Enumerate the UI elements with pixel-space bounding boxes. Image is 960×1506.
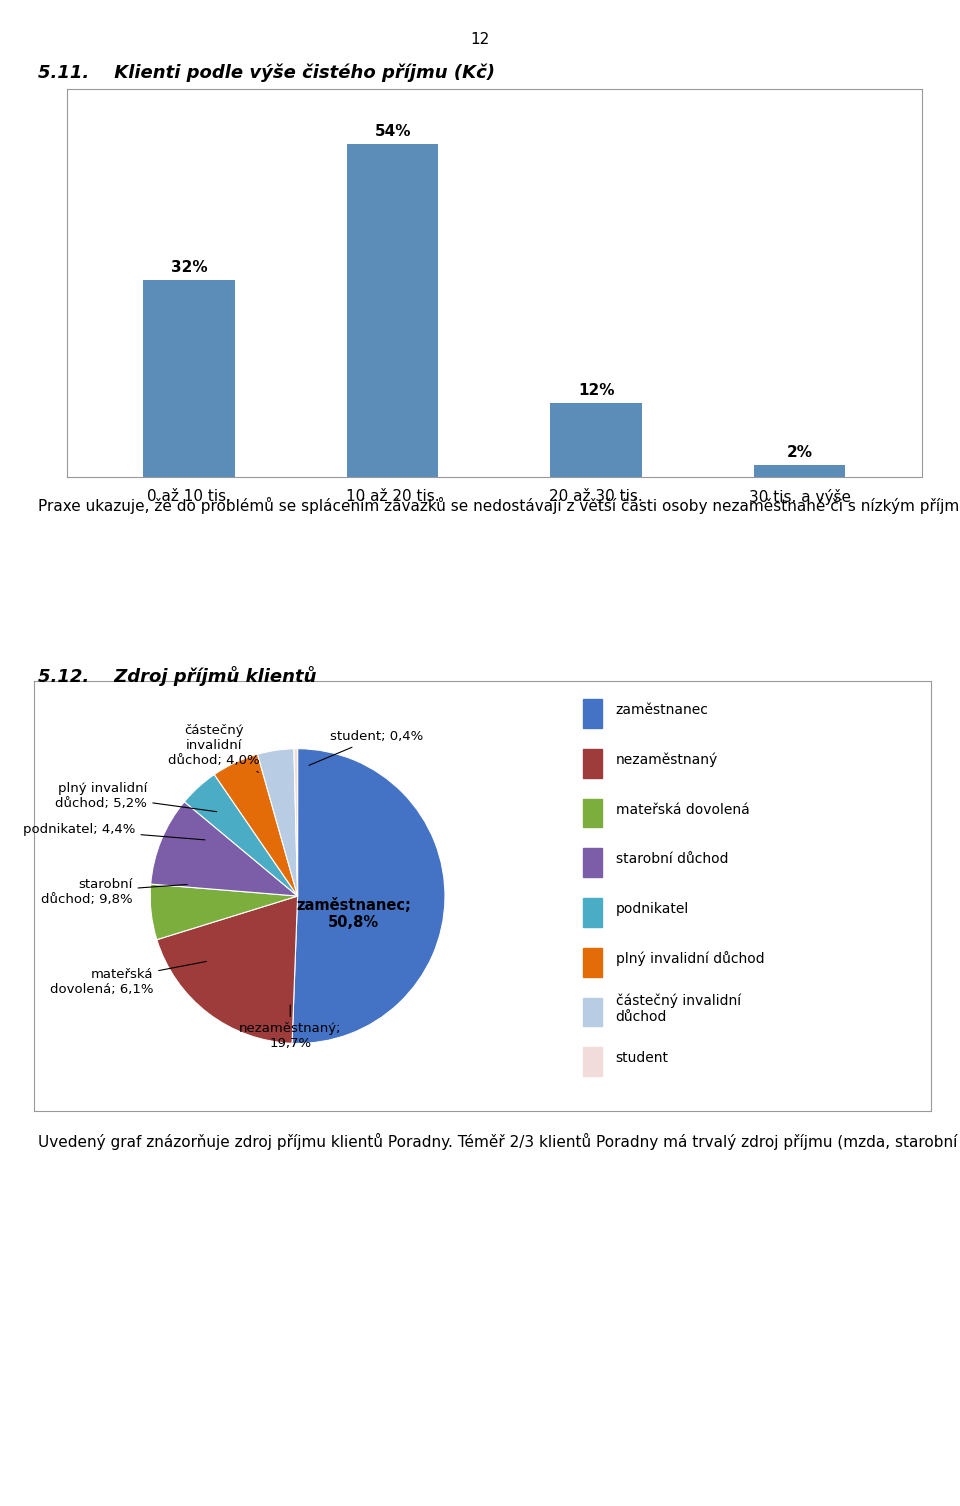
Text: starobní důchod: starobní důchod (615, 852, 729, 866)
Bar (583, 947, 602, 976)
Text: 32%: 32% (171, 261, 207, 276)
Wedge shape (257, 748, 298, 896)
Text: Uvedený graf znázorňuje zdroj příjmu klientů Poradny. Téměř 2/3 klientů Poradny : Uvedený graf znázorňuje zdroj příjmu kli… (38, 1133, 960, 1149)
Text: 5.11.    Klienti podle výše čistého příjmu (Kč): 5.11. Klienti podle výše čistého příjmu … (38, 63, 495, 81)
Text: nezaměstnaný: nezaměstnaný (615, 753, 718, 767)
Wedge shape (184, 774, 298, 896)
Text: 12: 12 (470, 32, 490, 47)
Text: podnikatel; 4,4%: podnikatel; 4,4% (23, 824, 204, 840)
Text: Praxe ukazuje, že do problémů se splácením závazků se nedostávají z větší části : Praxe ukazuje, že do problémů se splácen… (38, 497, 960, 514)
Bar (583, 997, 602, 1026)
Wedge shape (150, 884, 298, 940)
Text: nezaměstnaný;
19,7%: nezaměstnaný; 19,7% (239, 1005, 342, 1050)
Bar (143, 280, 235, 477)
Text: zaměstnanec: zaměstnanec (615, 703, 708, 717)
Text: mateřská
dovolená; 6,1%: mateřská dovolená; 6,1% (50, 961, 206, 995)
Text: mateřská dovolená: mateřská dovolená (615, 803, 750, 816)
Bar (754, 465, 846, 477)
Text: částečný invalidní
důchod: částečný invalidní důchod (615, 994, 741, 1024)
Text: 54%: 54% (374, 125, 411, 140)
Bar (550, 404, 642, 477)
Bar (583, 1047, 602, 1077)
Text: 12%: 12% (578, 384, 614, 399)
Bar (583, 898, 602, 926)
Bar (583, 699, 602, 727)
Bar (347, 145, 439, 477)
Wedge shape (292, 748, 445, 1044)
Text: částečný
invalidní
důchod; 4,0%: částečný invalidní důchod; 4,0% (168, 724, 259, 773)
Text: 2%: 2% (786, 446, 812, 461)
Text: starobní
důchod; 9,8%: starobní důchod; 9,8% (41, 878, 187, 905)
Text: zaměstnanec;
50,8%: zaměstnanec; 50,8% (297, 898, 411, 929)
Bar (583, 798, 602, 827)
Bar (583, 748, 602, 777)
Text: plný invalidní důchod: plný invalidní důchod (615, 952, 764, 967)
Bar (583, 848, 602, 876)
Wedge shape (151, 801, 298, 896)
Text: podnikatel: podnikatel (615, 902, 689, 916)
Wedge shape (294, 748, 298, 896)
Text: 5.12.    Zdroj příjmů klientů: 5.12. Zdroj příjmů klientů (38, 666, 317, 685)
Text: plný invalidní
důchod; 5,2%: plný invalidní důchod; 5,2% (56, 782, 217, 812)
Text: student; 0,4%: student; 0,4% (309, 730, 423, 765)
Wedge shape (156, 896, 298, 1044)
Text: student: student (615, 1051, 669, 1065)
Wedge shape (214, 755, 298, 896)
